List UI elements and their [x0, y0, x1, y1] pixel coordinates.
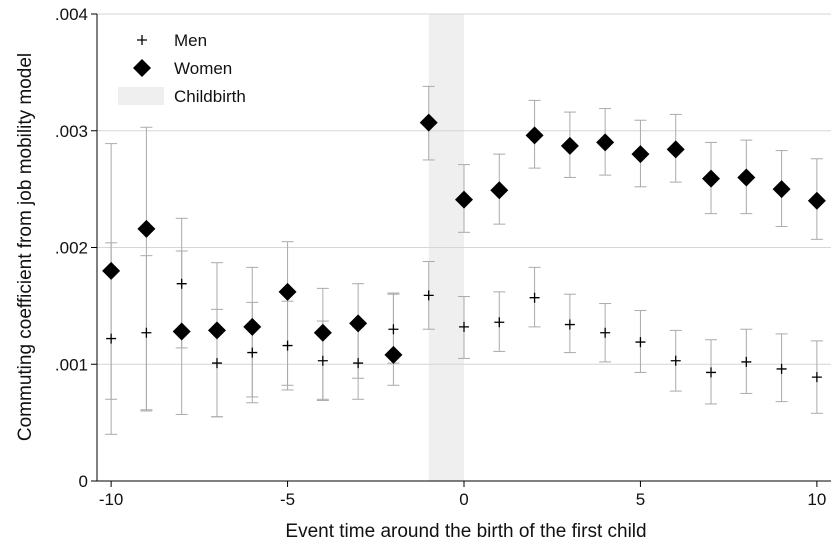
- men-point: [141, 327, 152, 338]
- y-tick-label: .001: [55, 355, 88, 374]
- legend-childbirth-label: Childbirth: [174, 87, 246, 106]
- women-point: [207, 321, 226, 340]
- women-point: [243, 317, 262, 336]
- x-tick-label: 0: [459, 490, 468, 509]
- axis-layer: 0 .001 .002 .003 .004 -10 -5 0 5 10: [55, 5, 831, 509]
- women-point: [137, 219, 156, 238]
- y-tick-label: .004: [55, 5, 88, 24]
- men-point: [459, 321, 469, 332]
- women-point: [631, 145, 650, 164]
- men-point: [635, 337, 646, 348]
- men-point: [106, 333, 117, 344]
- men-point: [776, 363, 787, 374]
- men-point: [353, 358, 364, 369]
- y-tick-label: .003: [55, 122, 88, 141]
- women-point: [560, 136, 579, 155]
- legend: Men Women Childbirth: [118, 31, 246, 106]
- y-tick-label: 0: [79, 472, 88, 491]
- women-point: [490, 181, 509, 200]
- women-point: [525, 126, 544, 145]
- legend-men-label: Men: [174, 31, 207, 50]
- men-point: [282, 340, 293, 351]
- men-point: [811, 372, 822, 383]
- women-point: [419, 113, 438, 132]
- y-axis-title: Commuting coefficient from job mobility …: [15, 53, 36, 441]
- women-point: [349, 314, 368, 333]
- women-point: [666, 140, 685, 159]
- men-point: [741, 356, 752, 367]
- men-point: [247, 347, 258, 358]
- error-bar-layer: [105, 85, 823, 435]
- women-point: [172, 322, 191, 341]
- men-point: [564, 319, 575, 330]
- men-point: [706, 367, 717, 378]
- x-tick-label: 5: [636, 490, 645, 509]
- men-point: [388, 324, 399, 335]
- x-tick-label: -5: [280, 490, 295, 509]
- grid-layer: [97, 13, 831, 365]
- men-point: [600, 327, 611, 338]
- x-axis-title: Event time around the birth of the first…: [285, 521, 646, 542]
- men-point: [317, 355, 328, 366]
- women-point: [807, 191, 826, 210]
- men-point: [670, 355, 681, 366]
- men-point: [211, 358, 222, 369]
- legend-childbirth-swatch: [118, 87, 164, 105]
- x-tick-label: 10: [807, 490, 826, 509]
- women-point: [702, 169, 721, 188]
- men-point: [494, 317, 505, 328]
- women-point: [772, 180, 791, 199]
- y-tick-label: .002: [55, 239, 88, 258]
- men-point: [176, 278, 187, 289]
- x-tick-label: -10: [99, 490, 124, 509]
- women-point: [737, 168, 756, 187]
- men-point: [423, 290, 434, 301]
- women-point: [596, 133, 615, 152]
- women-point: [313, 323, 332, 342]
- women-point: [102, 261, 121, 280]
- women-point: [384, 345, 403, 364]
- legend-women-label: Women: [174, 59, 232, 78]
- women-point: [455, 190, 473, 209]
- legend-men-marker: [137, 35, 147, 45]
- men-point: [529, 292, 540, 303]
- marker-layer: [102, 113, 826, 383]
- women-point: [278, 282, 297, 301]
- legend-women-marker: [133, 59, 151, 77]
